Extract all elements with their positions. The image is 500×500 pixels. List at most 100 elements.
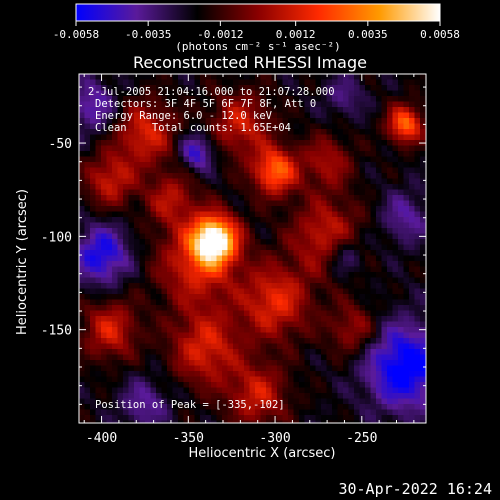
heatmap-cell	[409, 184, 415, 190]
heatmap-cell	[354, 96, 360, 102]
heatmap-cell	[420, 332, 426, 339]
heatmap-cell	[139, 398, 146, 405]
heatmap-cell	[189, 354, 195, 361]
heatmap-cell	[392, 145, 399, 152]
heatmap-cell	[205, 217, 212, 223]
heatmap-cell	[172, 233, 179, 240]
heatmap-cell	[128, 255, 135, 262]
heatmap-cell	[288, 354, 294, 361]
heatmap-cell	[90, 387, 96, 394]
heatmap-cell	[282, 277, 289, 284]
heatmap-cell	[304, 382, 311, 388]
heatmap-cell	[260, 316, 267, 322]
heatmap-cell	[112, 277, 118, 284]
heatmap-cell	[282, 250, 289, 256]
heatmap-cell	[200, 327, 206, 333]
heatmap-cell	[326, 288, 333, 295]
heatmap-cell	[227, 167, 234, 174]
heatmap-cell	[304, 266, 311, 273]
heatmap-cell	[321, 343, 327, 350]
heatmap-cell	[282, 409, 289, 416]
annotations: 2-Jul-2005 21:04:16.000 to 21:07:28.000D…	[88, 86, 335, 411]
heatmap-cell	[222, 398, 228, 405]
heatmap-cell	[403, 173, 410, 179]
heatmap-cell	[134, 255, 140, 262]
heatmap-cell	[414, 305, 421, 311]
heatmap-cell	[145, 299, 151, 306]
heatmap-cell	[205, 294, 212, 300]
heatmap-cell	[145, 134, 151, 141]
heatmap-cell	[233, 305, 239, 311]
heatmap-cell	[282, 134, 289, 141]
heatmap-cell	[145, 195, 151, 201]
heatmap-cell	[79, 398, 85, 405]
heatmap-cell	[106, 79, 113, 86]
heatmap-cell	[123, 398, 129, 405]
heatmap-cell	[277, 387, 283, 394]
heatmap-cell	[244, 206, 250, 212]
heatmap-cell	[200, 129, 206, 135]
heatmap-cell	[266, 321, 272, 328]
heatmap-cell	[337, 228, 344, 234]
heatmap-cell	[95, 321, 102, 328]
heatmap-cell	[95, 299, 102, 306]
heatmap-cell	[194, 85, 201, 91]
heatmap-cell	[128, 112, 135, 119]
heatmap-cell	[326, 244, 333, 251]
heatmap-cell	[420, 404, 426, 410]
heatmap-cell	[205, 145, 212, 152]
heatmap-cell	[178, 415, 184, 421]
heatmap-cell	[255, 310, 261, 317]
heatmap-cell	[387, 415, 393, 421]
heatmap-cell	[222, 299, 228, 306]
heatmap-cell	[337, 376, 344, 383]
heatmap-cell	[95, 332, 102, 339]
heatmap-cell	[321, 228, 327, 234]
heatmap-cell	[266, 107, 272, 113]
heatmap-cell	[271, 101, 278, 108]
heatmap-cell	[310, 305, 316, 311]
heatmap-cell	[271, 167, 278, 174]
heatmap-cell	[260, 277, 267, 284]
heatmap-cell	[299, 250, 305, 256]
heatmap-cell	[112, 90, 118, 97]
heatmap-cell	[183, 376, 190, 383]
heatmap-cell	[354, 244, 360, 251]
heatmap-cell	[249, 156, 256, 163]
heatmap-cell	[398, 360, 404, 366]
heatmap-cell	[403, 354, 410, 361]
heatmap-cell	[376, 255, 382, 262]
heatmap-cell	[271, 184, 278, 190]
heatmap-cell	[348, 118, 355, 124]
heatmap-cell	[321, 277, 327, 284]
heatmap-cell	[178, 283, 184, 289]
heatmap-cell	[233, 349, 239, 355]
heatmap-cell	[288, 222, 294, 229]
heatmap-cell	[227, 200, 234, 207]
heatmap-cell	[398, 107, 404, 113]
heatmap-cell	[211, 195, 217, 201]
heatmap-cell	[315, 118, 322, 124]
heatmap-cell	[376, 101, 382, 108]
heatmap-cell	[79, 162, 85, 168]
heatmap-cell	[172, 151, 179, 157]
heatmap-cell	[354, 134, 360, 141]
heatmap-cell	[392, 415, 399, 421]
heatmap-cell	[90, 74, 96, 80]
heatmap-cell	[238, 244, 245, 251]
heatmap-cell	[167, 85, 173, 91]
heatmap-cell	[90, 283, 96, 289]
heatmap-cell	[255, 250, 261, 256]
heatmap-cell	[161, 145, 168, 152]
heatmap-cell	[238, 90, 245, 97]
heatmap-cell	[337, 189, 344, 196]
heatmap-cell	[106, 96, 113, 102]
heatmap-cell	[156, 85, 162, 91]
heatmap-cell	[337, 272, 344, 278]
heatmap-cell	[145, 200, 151, 207]
heatmap-cell	[84, 409, 91, 416]
heatmap-cell	[238, 321, 245, 328]
heatmap-cell	[172, 101, 179, 108]
heatmap-cell	[326, 123, 333, 130]
